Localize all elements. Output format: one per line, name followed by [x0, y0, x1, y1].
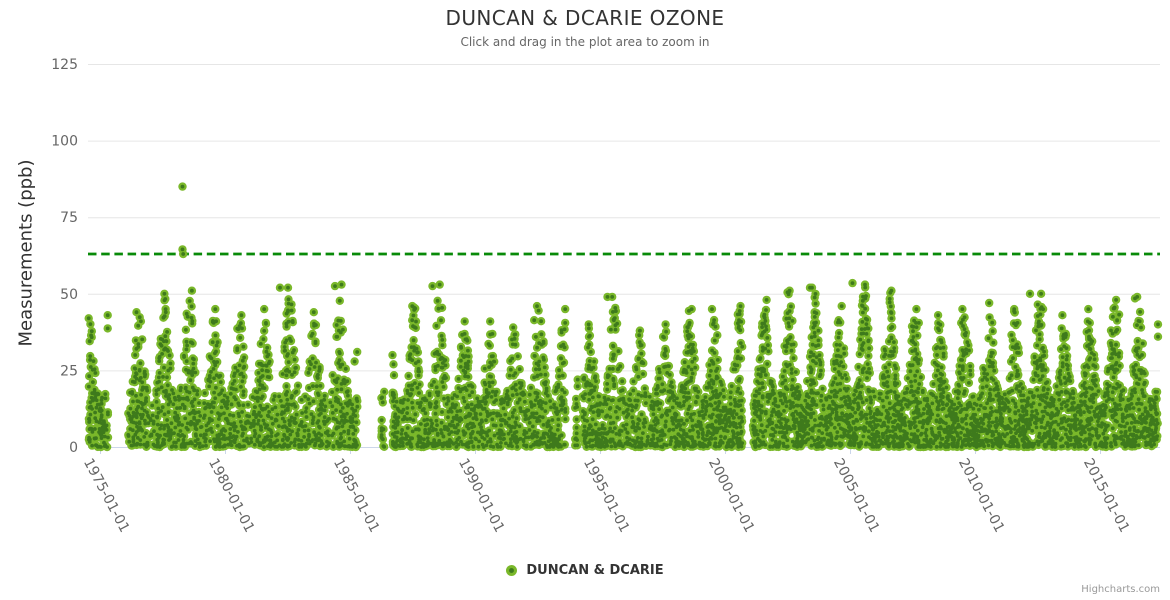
- y-axis-tick-label: 75: [60, 210, 78, 226]
- legend-marker-icon: [506, 565, 518, 576]
- y-axis-tick-label: 100: [51, 134, 78, 150]
- x-axis-tick-label: 2010-01-01: [955, 456, 1007, 535]
- legend-label: DUNCAN & DCARIE: [526, 563, 664, 578]
- chart-subtitle: Click and drag in the plot area to zoom …: [460, 35, 710, 49]
- legend-item[interactable]: DUNCAN & DCARIE: [0, 563, 1170, 578]
- x-axis-tick-label: 1985-01-01: [330, 456, 382, 535]
- x-axis-tick-label: 1975-01-01: [80, 456, 132, 535]
- scatter-point-centers: [86, 184, 1160, 449]
- x-axis-tick-label: 2000-01-01: [705, 456, 757, 535]
- y-axis-tick-label: 0: [69, 440, 78, 456]
- x-axis-tick-label: 2015-01-01: [1080, 456, 1132, 535]
- scatter-series-points[interactable]: [84, 182, 1163, 452]
- y-axis-tick-label: 125: [51, 57, 78, 73]
- x-axis-tick-label: 1995-01-01: [580, 456, 632, 535]
- y-axis-tick-label: 25: [60, 363, 78, 379]
- y-axis-tick-label: 50: [60, 287, 78, 303]
- credits-link[interactable]: Highcharts.com: [1081, 584, 1160, 595]
- chart-title: DUNCAN & DCARIE OZONE: [445, 6, 725, 30]
- x-axis-tick-label: 1990-01-01: [455, 456, 507, 535]
- y-axis-title: Measurements (ppb): [15, 159, 37, 347]
- x-axis-tick-label: 1980-01-01: [205, 456, 257, 535]
- x-axis-tick-label: 2005-01-01: [830, 456, 882, 535]
